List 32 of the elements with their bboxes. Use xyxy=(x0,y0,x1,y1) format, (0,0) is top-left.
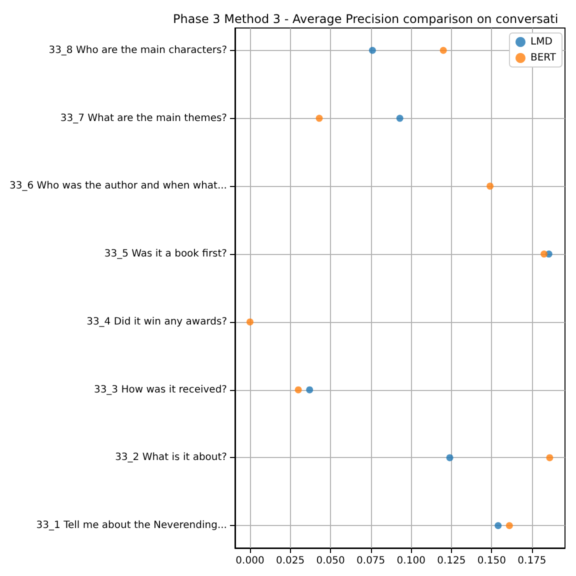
x-tick-label: 0.075 xyxy=(356,556,386,566)
point xyxy=(294,386,302,394)
legend-label: BERT xyxy=(530,52,557,64)
y-tick-label: 33_7 What are the main themes? xyxy=(60,112,227,124)
x-tick-label: 0.100 xyxy=(396,556,426,566)
legend-label: LMD xyxy=(530,36,553,48)
x-tick-label: 0.050 xyxy=(316,556,345,566)
point xyxy=(440,46,447,54)
y-tick-label: 33_6 Who was the author and when what... xyxy=(10,180,227,192)
y-tick-label: 33_1 Tell me about the Neverending... xyxy=(36,520,227,532)
x-tick-label: 0.175 xyxy=(518,556,546,566)
point xyxy=(396,114,404,122)
point xyxy=(494,522,502,530)
point xyxy=(506,522,513,530)
x-tick-label: 0.125 xyxy=(437,556,466,566)
y-tick-label: 33_2 What is it about? xyxy=(115,452,227,464)
point xyxy=(368,46,376,54)
point xyxy=(316,114,323,122)
point xyxy=(486,182,494,190)
point xyxy=(540,250,548,258)
chart-title: Phase 3 Method 3 - Average Precision comparison on conversati xyxy=(173,12,558,26)
y-tick-label: 33_8 Who are the main characters? xyxy=(48,44,227,56)
point xyxy=(246,318,254,326)
y-tick-label: 33_4 Did it win any awards? xyxy=(86,316,227,328)
point xyxy=(446,454,454,462)
point xyxy=(306,386,314,394)
x-tick-label: 0.025 xyxy=(276,556,305,566)
x-tick-label: 0.000 xyxy=(236,556,264,566)
point xyxy=(546,454,554,462)
x-tick-label: 0.150 xyxy=(477,556,506,566)
y-tick-label: 33_3 How was it received? xyxy=(94,384,227,396)
y-tick-label: 33_5 Was it a book first? xyxy=(104,248,227,260)
